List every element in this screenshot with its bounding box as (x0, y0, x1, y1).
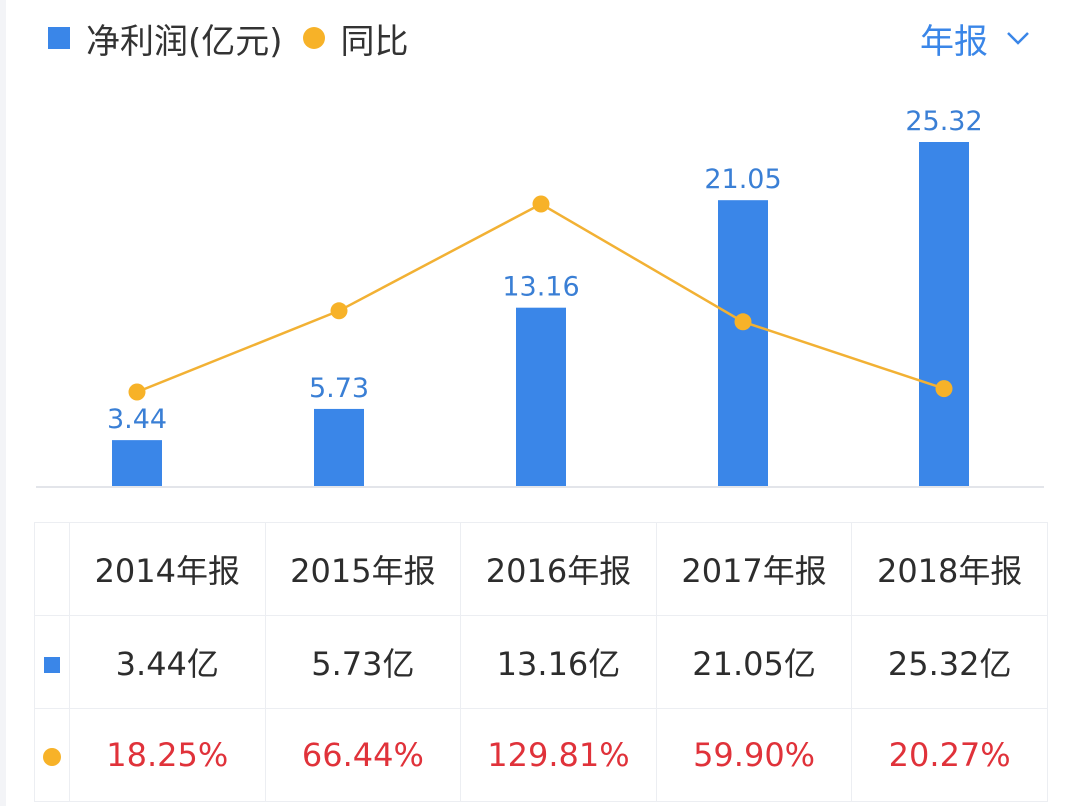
yoy-point-2016年报 (532, 195, 550, 213)
chevron-down-icon (1007, 32, 1029, 45)
yoy-point-2014年报 (128, 383, 146, 401)
period-selector-label: 年报 (920, 21, 988, 62)
table-corner-cell (34, 522, 70, 616)
bar-2014年报 (112, 440, 162, 487)
table-cell: 59.90% (655, 708, 853, 802)
legend-yoy-label: 同比 (340, 21, 409, 62)
table-yoy-marker (34, 708, 70, 802)
table-row-yoy: 18.25% 66.44% 129.81% 59.90% 20.27% (34, 708, 1048, 802)
table-cell: 5.73亿 (264, 615, 462, 709)
bar-2018年报 (919, 142, 969, 487)
table-header-row: 2014年报 2015年报 2016年报 2017年报 2018年报 (34, 522, 1048, 616)
table-profit-marker (34, 615, 70, 709)
bar-value-label: 5.73 (309, 373, 369, 404)
table-cell: 20.27% (851, 708, 1048, 802)
bar-value-label: 25.32 (905, 106, 982, 137)
table-cell: 3.44亿 (69, 615, 266, 709)
bar-value-label: 13.16 (502, 272, 579, 303)
yoy-point-2017年报 (734, 313, 752, 331)
bar-2017年报 (718, 200, 768, 487)
bar-value-label: 3.44 (107, 404, 167, 435)
yoy-point-2015年报 (330, 302, 348, 320)
bar-value-label: 21.05 (704, 164, 781, 195)
bar-2015年报 (314, 408, 364, 487)
table-header-cell: 2018年报 (851, 522, 1048, 616)
yoy-point-2018年报 (935, 380, 953, 398)
table-cell: 18.25% (69, 708, 266, 802)
data-table: 2014年报 2015年报 2016年报 2017年报 2018年报 3.44亿… (34, 522, 1048, 802)
chart-legend: 净利润(亿元) 同比 (48, 14, 409, 62)
profit-marker-icon (44, 657, 60, 673)
table-row-profit: 3.44亿 5.73亿 13.16亿 21.05亿 25.32亿 (34, 615, 1048, 709)
chart-area: 3.44 5.73 13.16 21.05 25.32 (36, 106, 1044, 488)
legend-profit-label: 净利润(亿元) (86, 21, 283, 62)
legend-line-swatch (302, 27, 325, 49)
yoy-marker-icon (43, 748, 61, 766)
bar-2016年报 (516, 307, 566, 487)
table-cell: 66.44% (264, 708, 462, 802)
table-cell: 21.05亿 (655, 615, 853, 709)
table-header-cell: 2015年报 (264, 522, 462, 616)
period-selector[interactable]: 年报 (920, 14, 1030, 62)
table-cell: 13.16亿 (460, 615, 657, 709)
table-header-cell: 2014年报 (69, 522, 266, 616)
page-edge (0, 0, 6, 806)
table-header-cell: 2017年报 (655, 522, 853, 616)
table-cell: 129.81% (460, 708, 657, 802)
legend-bar-swatch (48, 27, 70, 49)
table-header-cell: 2016年报 (460, 522, 657, 616)
table-cell: 25.32亿 (851, 615, 1048, 709)
